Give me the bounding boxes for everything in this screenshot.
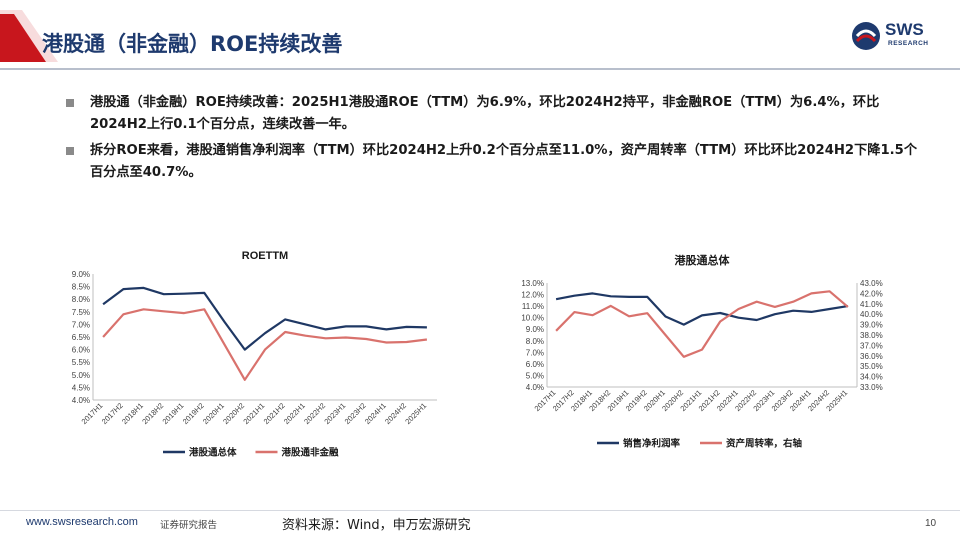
legend-label: 港股通总体	[189, 447, 237, 459]
y-tick-label: 5.0%	[72, 371, 90, 380]
x-tick-label: 2021H2	[262, 401, 287, 426]
x-tick-label: 2019H2	[181, 401, 206, 426]
legend-label: 资产周转率，右轴	[726, 438, 803, 450]
y-right-tick-label: 33.0%	[860, 383, 883, 392]
y-tick-label: 11.0%	[522, 302, 544, 311]
y-right-tick-label: 39.0%	[860, 321, 883, 330]
x-tick-label: 2017H2	[100, 401, 125, 426]
y-right-tick-label: 36.0%	[860, 352, 883, 361]
footer-report-tag: 证券研究报告	[160, 520, 218, 531]
y-right-tick-label: 40.0%	[860, 310, 883, 319]
y-tick-label: 4.5%	[72, 383, 90, 392]
x-tick-label: 2021H1	[241, 401, 266, 426]
y-tick-label: 7.0%	[72, 320, 90, 329]
x-tick-label: 2018H2	[140, 401, 165, 426]
page-number: 10	[925, 518, 937, 529]
data-source-note: 资料来源：Wind，申万宏源研究	[282, 518, 471, 533]
x-tick-label: 2022H2	[302, 401, 327, 426]
x-tick-label: 2025H1	[403, 401, 428, 426]
y-right-tick-label: 43.0%	[860, 279, 883, 288]
y-tick-label: 8.0%	[526, 337, 544, 346]
y-right-tick-label: 37.0%	[860, 341, 883, 350]
y-right-tick-label: 42.0%	[860, 289, 883, 298]
y-tick-label: 9.0%	[72, 270, 90, 279]
x-tick-label: 2018H1	[120, 401, 145, 426]
hk-connect-overall-chart: 港股通总体 4.0% 5.0% 6.0% 7.0% 8.0% 9.0% 10.0% 11.0% 1…	[521, 253, 883, 450]
bullet-item: 拆分ROE来看，港股通销售净利润率（TTM）环比2024H2上升0.2个百分点至…	[60, 140, 920, 184]
bullet-item: 港股通（非金融）ROE持续改善：2025H1港股通ROE（TTM）为6.9%，环…	[60, 92, 920, 136]
page-title: 港股通（非金融）ROE持续改善	[42, 32, 343, 56]
roe-ttm-chart: ROETTM 4.0% 4.5% 5.0% 5.5% 6.0% 6.5% 7.0% 7.5% 8.…	[72, 250, 437, 459]
y-tick-label: 13.0%	[521, 279, 544, 288]
bullet-text: 拆分ROE来看，港股通销售净利润率（TTM）环比2024H2上升0.2个百分点至…	[90, 143, 918, 180]
y-tick-label: 7.5%	[72, 308, 90, 317]
y-tick-label: 9.0%	[526, 325, 544, 334]
x-tick-label: 2024H1	[363, 401, 388, 426]
y-right-tick-label: 38.0%	[860, 331, 883, 340]
bullet-square-icon	[66, 99, 74, 107]
footer-divider	[0, 510, 960, 511]
y-tick-label: 6.0%	[526, 360, 544, 369]
x-tick-label: 2020H1	[201, 401, 226, 426]
y-tick-label: 10.0%	[521, 314, 544, 323]
sws-logo: SWS RESEARCH	[850, 18, 950, 58]
series-line-left	[102, 308, 428, 381]
x-tick-label: 2023H1	[322, 401, 347, 426]
x-tick-label: 2022H1	[282, 401, 307, 426]
y-tick-label: 4.0%	[526, 383, 544, 392]
x-tick-label: 2020H2	[221, 401, 246, 426]
chart-title: ROETTM	[242, 250, 288, 262]
title-accent-shape	[0, 10, 58, 62]
y-tick-label: 6.0%	[72, 346, 90, 355]
bullet-list: 港股通（非金融）ROE持续改善：2025H1港股通ROE（TTM）为6.9%，环…	[60, 92, 920, 188]
y-tick-label: 6.5%	[72, 333, 90, 342]
footer-url-link[interactable]: www.swsresearch.com	[26, 516, 138, 528]
series-line-right	[555, 290, 849, 358]
legend-label: 港股通非金融	[282, 447, 340, 459]
y-tick-label: 8.5%	[72, 283, 90, 292]
y-tick-label: 4.0%	[72, 396, 90, 405]
y-right-tick-label: 34.0%	[860, 373, 883, 382]
logo-mark-icon	[852, 22, 880, 50]
chart-title: 港股通总体	[675, 253, 731, 267]
x-tick-label: 2023H2	[343, 401, 368, 426]
y-right-tick-label: 41.0%	[860, 300, 883, 309]
y-tick-label: 12.0%	[521, 291, 544, 300]
logo-text: SWS	[885, 20, 924, 39]
series-line-left	[555, 292, 849, 326]
title-divider	[0, 68, 960, 70]
series-line-left	[102, 286, 427, 351]
y-tick-label: 5.0%	[526, 371, 544, 380]
y-tick-label: 5.5%	[72, 358, 90, 367]
legend-label: 销售净利润率	[623, 438, 681, 450]
y-right-tick-label: 35.0%	[860, 362, 883, 371]
y-tick-label: 7.0%	[526, 348, 544, 357]
logo-subtext: RESEARCH	[888, 40, 929, 47]
x-tick-label: 2019H1	[161, 401, 186, 426]
y-tick-label: 8.0%	[72, 295, 90, 304]
title-bar: 港股通（非金融）ROE持续改善 SWS RESEARCH	[0, 0, 960, 80]
bullet-text: 港股通（非金融）ROE持续改善：2025H1港股通ROE（TTM）为6.9%，环…	[90, 95, 880, 132]
bullet-square-icon	[66, 147, 74, 155]
x-tick-label: 2024H2	[383, 401, 408, 426]
